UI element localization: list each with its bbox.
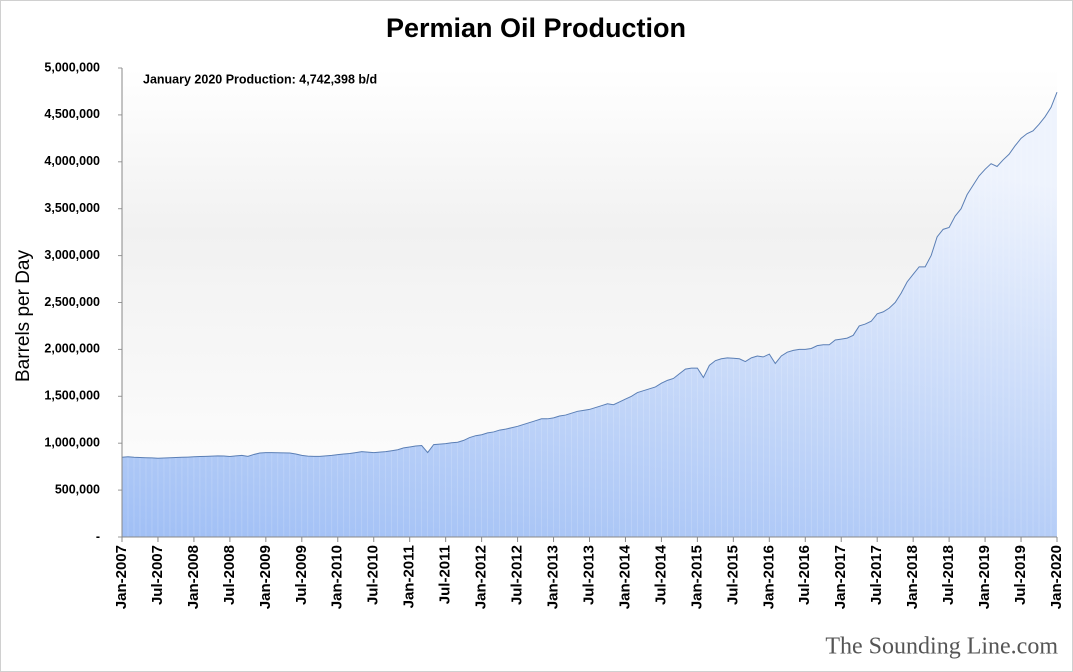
- y-tick-label: 4,000,000: [44, 154, 100, 168]
- x-tick-label: Jan-2011: [401, 545, 418, 608]
- x-tick-label: Jan-2009: [257, 545, 274, 609]
- y-axis-label: Barrels per Day: [13, 250, 34, 382]
- x-tick-label: Jan-2007: [113, 545, 130, 609]
- x-tick-label: Jan-2019: [976, 545, 993, 609]
- x-tick-label: Jan-2017: [832, 545, 849, 609]
- x-tick-label: Jan-2016: [760, 545, 777, 609]
- y-tick-label: 4,500,000: [44, 107, 100, 121]
- y-tick-label: 3,000,000: [44, 248, 100, 262]
- y-tick-label: 5,000,000: [44, 60, 100, 74]
- x-tick-label: Jul-2007: [149, 545, 166, 605]
- watermark: The Sounding Line.com: [825, 634, 1058, 660]
- y-tick-label: 1,000,000: [44, 435, 100, 449]
- y-tick-label: -: [96, 529, 100, 543]
- x-tick-label: Jan-2010: [329, 545, 346, 609]
- plot: - 500,000 1,000,000 1,500,000 2,000,000 2,500…: [44, 60, 1065, 609]
- x-tick-label: Jan-2015: [688, 545, 705, 609]
- x-tick-label: Jul-2017: [868, 545, 885, 605]
- x-tick-label: Jul-2018: [940, 545, 957, 605]
- x-tick-label: Jan-2020: [1048, 545, 1065, 609]
- area-line: [121, 91, 1058, 459]
- y-tick-label: 3,500,000: [44, 201, 100, 215]
- x-tick-label: Jul-2008: [221, 545, 238, 605]
- x-tick-label: Jul-2009: [293, 545, 310, 605]
- x-tick-label: Jul-2015: [724, 545, 741, 605]
- chart-title: Permian Oil Production: [386, 13, 686, 43]
- x-tick-label: Jul-2010: [365, 545, 382, 605]
- area-fill: [122, 92, 1057, 537]
- annotation: January 2020 Production: 4,742,398 b/d: [143, 72, 377, 86]
- x-tick-label: Jul-2019: [1012, 545, 1029, 605]
- y-tick-label: 2,000,000: [44, 342, 100, 356]
- y-tick-label: 1,500,000: [44, 389, 100, 403]
- y-tick-label: 500,000: [55, 482, 100, 496]
- y-tick-label: 2,500,000: [44, 295, 100, 309]
- x-tick-label: Jan-2012: [473, 545, 490, 609]
- x-tick-label: Jan-2018: [904, 545, 921, 609]
- x-tick-label: Jan-2014: [616, 544, 633, 609]
- x-tick-label: Jul-2016: [796, 545, 813, 605]
- x-tick-label: Jan-2013: [545, 545, 562, 609]
- x-tick-label: Jul-2013: [580, 545, 597, 605]
- x-tick-label: Jan-2008: [185, 545, 202, 609]
- x-tick-label: Jul-2011: [437, 545, 454, 604]
- x-tick-label: Jul-2012: [509, 545, 526, 605]
- x-tick-label: Jul-2014: [652, 544, 669, 605]
